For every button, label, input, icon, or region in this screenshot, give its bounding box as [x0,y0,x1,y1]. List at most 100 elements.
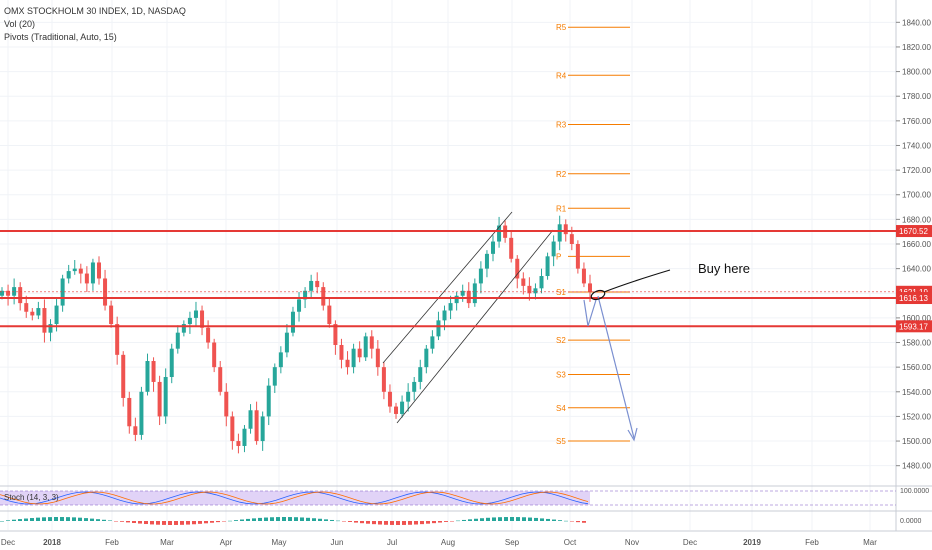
candle-body-81 [491,241,496,254]
candle-body-68 [412,381,417,392]
pivot-label-r3: R3 [556,121,567,130]
momentum-bar-36 [216,521,220,523]
momentum-bar-76 [456,520,460,522]
candle-body-60 [363,336,368,358]
candle-body-96 [581,268,586,284]
momentum-bar-5 [30,518,34,521]
candle-body-75 [454,295,459,304]
momentum-bar-72 [432,521,436,524]
y-tick-label-2: 1800.00 [902,68,931,77]
momentum-bar-74 [444,521,448,522]
momentum-bar-47 [282,517,286,521]
candle-body-63 [381,367,386,392]
pivot-label-p: P [556,252,561,261]
momentum-bar-49 [294,517,298,521]
candle-body-53 [321,287,326,306]
candle-body-29 [175,332,180,349]
candle-body-40 [242,428,247,446]
candle-body-22 [133,426,138,435]
x-tick-label-12: Dec [683,538,697,547]
candle-body-76 [460,290,465,296]
momentum-bar-46 [276,517,280,521]
momentum-bar-75 [450,521,454,522]
momentum-bar-77 [462,519,466,521]
pivot-label-s4: S4 [556,404,566,413]
candle-body-56 [339,344,344,360]
momentum-bar-37 [222,521,226,522]
momentum-bar-78 [468,519,472,521]
x-tick-label-0: Dec [1,538,15,547]
y-tick-label-7: 1700.00 [902,191,931,200]
candle-body-94 [569,234,574,244]
momentum-bar-50 [300,517,304,521]
y-tick-label-12: 1600.00 [902,314,931,323]
momentum-bar-85 [510,517,514,521]
candle-body-89 [539,276,544,289]
candle-body-19 [115,324,120,355]
candle-body-54 [327,305,332,325]
candle-body-93 [563,224,568,235]
x-tick-label-9: Sep [505,538,520,547]
candle-body-16 [96,262,101,279]
y-tick-label-4: 1760.00 [902,117,931,126]
candle-body-97 [588,283,592,293]
pivot-label-r4: R4 [556,71,567,80]
momentum-bar-30 [180,521,184,525]
momentum-bar-20 [120,521,124,522]
candle-body-52 [315,280,320,288]
price-label-box-3 [896,320,932,333]
momentum-bar-42 [252,518,256,521]
candle-body-59 [357,348,362,358]
momentum-bar-73 [438,521,442,523]
candle-body-31 [187,317,192,325]
momentum-bar-61 [366,521,370,524]
momentum-bar-29 [174,521,178,525]
pivot-label-s5: S5 [556,437,566,446]
candle-body-66 [400,401,405,414]
candle-body-95 [575,244,580,269]
momentum-bar-3 [18,519,22,521]
candle-body-39 [236,441,241,446]
momentum-bar-34 [204,521,208,524]
momentum-bar-31 [186,521,190,525]
candle-body-4 [24,303,29,312]
pivot-label-r2: R2 [556,170,567,179]
candle-body-47 [284,332,289,353]
momentum-bar-23 [138,521,142,524]
pivot-label-r5: R5 [556,23,567,32]
momentum-bar-7 [42,517,46,521]
candle-body-30 [181,324,186,333]
candle-body-78 [472,283,477,304]
momentum-bar-80 [480,518,484,521]
candle-body-73 [442,310,447,321]
candle-body-90 [545,256,550,277]
momentum-bar-67 [402,521,406,525]
candle-body-24 [145,361,150,392]
x-tick-label-11: Nov [625,538,639,547]
candle-body-35 [212,342,217,368]
pivot-label-r1: R1 [556,204,567,213]
momentum-bar-83 [498,517,502,521]
momentum-bar-25 [150,521,154,525]
momentum-bar-52 [312,518,316,521]
momentum-bar-2 [12,519,16,521]
momentum-bar-11 [66,517,70,521]
candle-body-58 [351,348,356,368]
candle-body-70 [424,348,429,368]
candle-body-38 [230,416,235,442]
candle-body-41 [248,410,253,429]
momentum-bar-95 [570,521,574,522]
candle-body-27 [163,377,168,417]
momentum-bar-10 [60,517,64,521]
momentum-bar-33 [198,521,202,524]
candle-body-3 [18,287,23,304]
candle-body-79 [478,268,483,284]
candle-body-34 [206,327,211,343]
projection-arrowhead [627,427,638,442]
channel-upper-line [382,211,513,364]
momentum-bar-53 [318,518,322,521]
y-tick-label-0: 1840.00 [902,18,931,27]
momentum-bar-70 [420,521,424,525]
x-tick-label-8: Aug [441,538,455,547]
